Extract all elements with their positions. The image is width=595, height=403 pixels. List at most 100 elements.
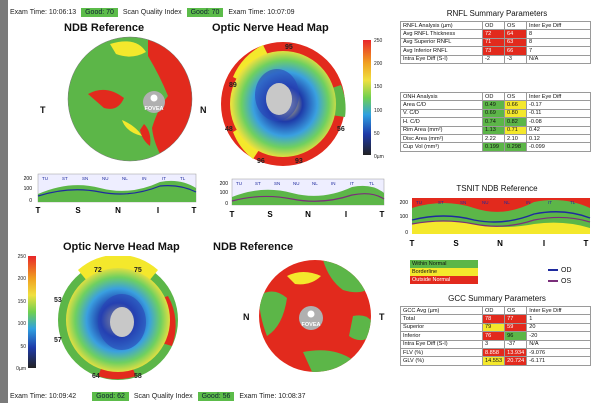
tsnit-segment: IN <box>331 181 336 186</box>
legend-within-normal: Within Normal <box>410 260 478 268</box>
table-cell: Disc Area (mm²) <box>400 133 483 144</box>
legend-od: OD <box>548 265 572 276</box>
table-cell: V. C/D <box>400 108 483 119</box>
tsnit-segment: TU <box>236 181 242 186</box>
onh-map-top: 95 89 48 56 96 93 <box>221 42 346 166</box>
tsnit-os-line <box>411 216 591 227</box>
tsnit-x-label: T <box>36 206 41 215</box>
table-cell: Inferior <box>400 331 483 341</box>
colorbar-tick: 150 <box>374 84 383 91</box>
sector-value: 56 <box>337 126 345 133</box>
table-cell: Avg Superior RNFL <box>400 37 483 48</box>
table-cell: 72 <box>482 29 505 39</box>
tsnit-y-tick: 200 <box>400 200 409 206</box>
table-cell: 0.12 <box>526 133 591 144</box>
ndb-borderline-patch <box>122 120 142 136</box>
table-header: ONH Analysis <box>400 91 483 102</box>
tsnit-segment: IT <box>162 176 166 181</box>
table-cell: H. C/D <box>400 117 483 127</box>
table-header: OD <box>482 91 505 102</box>
tsnit-ndb-chart: 200 100 0 TU ST SN NU NL IN IT TL T S N … <box>400 198 591 248</box>
tsnit-segment: NU <box>102 176 109 181</box>
sector-value: 57 <box>54 337 62 344</box>
os-line-icon <box>548 280 558 283</box>
table-cell: 1.13 <box>482 125 505 135</box>
legend-outside-normal: Outside Normal <box>410 276 478 284</box>
sector-value: 58 <box>134 373 142 380</box>
colorbar-ticks-bottom: 250 200 150 100 50 0µm <box>12 254 26 372</box>
scan-quality-label: Scan Quality Index <box>133 393 193 400</box>
table-row: Intra Eye Diff (S-I) 3 -37 N/A <box>400 339 591 349</box>
table-header: Inter Eye Diff <box>526 91 591 102</box>
tsnit-segment: IT <box>350 181 354 186</box>
table-cell: 1 <box>526 314 591 324</box>
gcc-summary-title: GCC Summary Parameters <box>448 294 546 303</box>
tsnit-segment: ST <box>255 181 261 186</box>
table-cell: -20 <box>526 331 591 341</box>
table-cell: 63 <box>504 37 527 48</box>
table-cell: 0.199 <box>482 142 505 152</box>
colorbar-tick: 0µm <box>16 365 26 372</box>
tsnit-x-label: T <box>584 239 589 248</box>
tsnit-segment: ST <box>438 200 444 205</box>
table-row: Superior 79 59 20 <box>400 322 591 333</box>
table-cell: FLV (%) <box>400 347 483 358</box>
table-row: V. C/D 0.69 0.80 -0.11 <box>400 108 591 119</box>
ndb-border <box>67 36 193 162</box>
tsnit-x-label: I <box>345 210 347 219</box>
tsnit-segment: NU <box>482 200 489 205</box>
table-cell: -0.17 <box>526 100 591 110</box>
tsnit-segment: NU <box>293 181 300 186</box>
scan-quality-label: Scan Quality Index <box>122 9 182 16</box>
table-header-row: GCC Avg (µm) OD OS Inter Eye Diff <box>400 305 591 316</box>
tsnit-x-label: N <box>115 206 121 215</box>
table-cell: 8 <box>526 37 591 48</box>
table-cell: -9.076 <box>526 347 591 358</box>
table-header: OS <box>504 305 528 316</box>
tsnit-x-label: I <box>157 206 159 215</box>
colorbar-tick: 250 <box>17 254 26 260</box>
tsnit-normal-band <box>232 185 384 205</box>
onh-analysis-table: ONH Analysis OD OS Inter Eye Diff Area C… <box>400 91 591 152</box>
tsnit-od-line <box>37 185 197 197</box>
table-cell: -3 <box>504 54 527 64</box>
eye-line-legend: OD OS <box>548 265 572 287</box>
table-header: OD <box>482 20 505 31</box>
quality-good-badge-right: Good: 70 <box>186 8 224 17</box>
tsnit-segment: TU <box>42 176 48 181</box>
exam-time-left: Exam Time: 10:06:13 <box>10 9 77 16</box>
colorbar-tick: 50 <box>374 130 380 137</box>
fovea-dot <box>150 94 158 102</box>
thickness-colorbar-top <box>363 40 371 155</box>
legend-os-label: OS <box>561 278 572 285</box>
table-cell: 0.66 <box>504 100 527 110</box>
table-header: OS <box>504 20 527 31</box>
tsnit-y-tick: 200 <box>24 176 33 182</box>
table-cell: 8 <box>526 29 591 39</box>
tsnit-x-label: T <box>410 239 415 248</box>
tsnit-segment: TL <box>180 176 186 181</box>
table-cell: -0.099 <box>526 142 591 152</box>
table-header: GCC Avg (µm) <box>400 305 483 316</box>
ndb-reference-title-bottom: NDB Reference <box>213 241 294 253</box>
table-row: Intra Eye Diff (S-I) -2 -3 N/A <box>400 54 591 64</box>
table-header: OS <box>504 91 527 102</box>
onh-map-title: Optic Nerve Head Map <box>212 22 329 34</box>
legend-borderline: Borderline <box>410 268 478 276</box>
colorbar-tick: 200 <box>374 61 383 68</box>
table-cell: N/A <box>526 339 591 349</box>
table-cell: 2.10 <box>504 133 527 144</box>
tsnit-normal-band <box>38 180 196 202</box>
table-cell: 0.49 <box>482 100 505 110</box>
thickness-colorbar-bottom <box>28 256 36 368</box>
optic-cup <box>110 307 134 337</box>
fovea-marker <box>143 91 165 113</box>
table-cell: 64 <box>504 29 527 39</box>
sector-value: 64 <box>92 373 100 380</box>
exam-time-left: Exam Time: 10:09:42 <box>10 393 77 400</box>
exam-time-right: Exam Time: 10:07:09 <box>228 9 295 16</box>
quality-good-badge-left: Good: 62 <box>92 392 129 401</box>
tsnit-y-tick: 0 <box>405 230 408 236</box>
tsnit-segment: NL <box>122 176 128 181</box>
exam-time-right: Exam Time: 10:08:37 <box>239 393 306 400</box>
